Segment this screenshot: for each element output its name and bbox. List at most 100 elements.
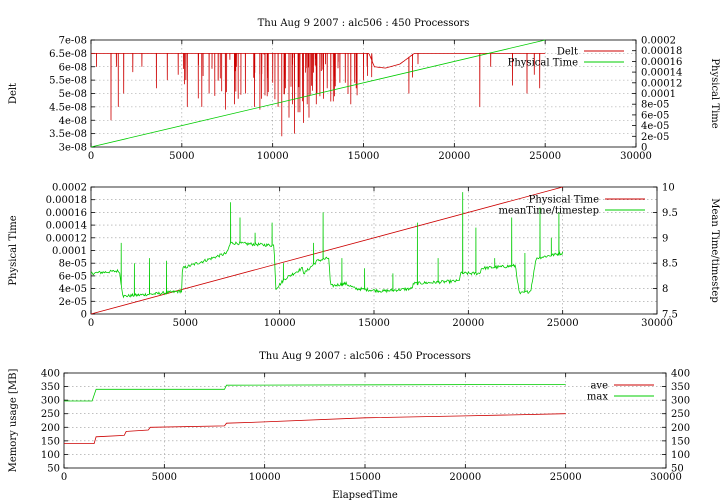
- y2-tick-label: 2e-05: [641, 132, 669, 143]
- x-tick-label: 25000: [550, 472, 582, 483]
- y-tick-label: 100: [41, 450, 60, 461]
- x-tick-label: 20000: [452, 318, 484, 329]
- x-tick-label: 15000: [349, 472, 381, 483]
- legend-label: max: [587, 392, 608, 403]
- y-tick-label: 2e-05: [59, 297, 87, 308]
- legend-label: ave: [590, 381, 608, 392]
- plot-frame: [90, 186, 658, 315]
- x-tick-label: 5000: [173, 318, 198, 329]
- y2-tick-label: 250: [671, 409, 690, 420]
- y-tick-label: 400: [41, 369, 60, 380]
- x-tick-label: 30000: [641, 318, 673, 329]
- y-tick-label: 6.5e-08: [49, 49, 87, 60]
- y2-tick-label: 350: [671, 382, 690, 393]
- x-tick-label: 15000: [358, 318, 390, 329]
- y2-tick-label: 0: [641, 143, 647, 154]
- y-axis-label: Memory usage [MB]: [8, 369, 19, 473]
- y2-tick-label: 9: [662, 233, 668, 244]
- y2-tick-label: 50: [671, 464, 684, 475]
- y-tick-label: 4.5e-08: [49, 102, 87, 113]
- y2-tick-label: 0.00012: [641, 78, 682, 89]
- y2-tick-label: 4e-05: [641, 121, 669, 132]
- chart-panel-1: 0 5000 10000 15000 20000 25000 30000 3e-08 3.5e-…: [8, 18, 720, 162]
- y-tick-label: 200: [41, 423, 60, 434]
- y2-tick-label: 100: [671, 450, 690, 461]
- x-tick-label: 15000: [348, 151, 380, 162]
- y-tick-label: 7e-08: [59, 36, 87, 47]
- y-tick-label: 5e-08: [59, 89, 87, 100]
- x-tick-label: 0: [88, 318, 94, 329]
- series-line-2: [90, 192, 564, 299]
- y2-tick-label: 150: [671, 436, 690, 447]
- chart-panel-3: 0 5000 10000 15000 20000 25000 300005010015020…: [8, 351, 690, 501]
- series-line-2: [90, 39, 546, 148]
- x-tick-label: 20000: [438, 151, 470, 162]
- y2-tick-label: 0.00016: [641, 57, 682, 68]
- x-tick-label: 25000: [547, 318, 579, 329]
- series-line-1: [90, 186, 563, 315]
- y-tick-label: 300: [41, 396, 60, 407]
- y-tick-label: 6e-08: [59, 62, 87, 73]
- y-tick-label: 6e-05: [59, 271, 87, 282]
- plot-frame: [90, 39, 637, 148]
- y-tick-label: 0: [81, 310, 87, 321]
- y2-tick-label: 9.5: [662, 208, 678, 219]
- y-tick-label: 0.00018: [46, 195, 87, 206]
- y2-tick-label: 8e-05: [641, 100, 669, 111]
- y-tick-label: 0.0002: [52, 183, 87, 194]
- y-axis-label: Physical Time: [8, 215, 19, 285]
- y2-tick-label: 0.00014: [641, 68, 682, 79]
- x-tick-label: 0: [61, 472, 67, 483]
- x-tick-label: 30000: [620, 151, 652, 162]
- y-tick-label: 0.00016: [46, 208, 87, 219]
- x-tick-label: 20000: [449, 472, 481, 483]
- y-tick-label: 150: [41, 436, 60, 447]
- x-axis-label: ElapsedTime: [332, 490, 398, 501]
- x-tick-label: 10000: [257, 151, 289, 162]
- x-tick-label: 10000: [249, 472, 281, 483]
- y-tick-label: 4e-05: [59, 284, 87, 295]
- y-tick-label: 8e-05: [59, 259, 87, 270]
- x-tick-label: 10000: [264, 318, 296, 329]
- y-tick-label: 0.00012: [46, 233, 87, 244]
- legend-label: Physical Time: [529, 195, 599, 206]
- legend-label: Delt: [557, 47, 578, 58]
- legend-label: Physical Time: [508, 58, 578, 69]
- y-tick-label: 4e-08: [59, 116, 87, 127]
- plot-frame: [63, 372, 667, 469]
- y2-tick-label: 0.0001: [641, 89, 676, 100]
- x-tick-label: 30000: [650, 472, 682, 483]
- chart-title: Thu Aug 9 2007 : alc506 : 450 Processors: [258, 18, 470, 29]
- y-tick-label: 0.0001: [52, 246, 87, 257]
- y-tick-label: 50: [47, 464, 60, 475]
- chart-title: Thu Aug 9 2007 : alc506 : 450 Processors: [259, 351, 471, 362]
- series-line-1: [64, 413, 566, 444]
- y2-tick-label: 7.5: [662, 310, 678, 321]
- series-line-1: [91, 53, 546, 137]
- y2-tick-label: 10: [662, 183, 675, 194]
- y2-axis-label: Mean Time/timestep: [709, 198, 720, 302]
- x-tick-label: 0: [88, 151, 94, 162]
- series-line-2: [64, 384, 566, 402]
- y2-tick-label: 6e-05: [641, 110, 669, 121]
- y2-tick-label: 8.5: [662, 259, 678, 270]
- y-tick-label: 5.5e-08: [49, 76, 87, 87]
- legend-label: meanTime/timestep: [498, 206, 599, 217]
- y-axis-label: Delt: [8, 83, 19, 104]
- x-tick-label: 5000: [169, 151, 194, 162]
- x-tick-label: 25000: [529, 151, 561, 162]
- x-tick-label: 5000: [152, 472, 177, 483]
- y2-tick-label: 400: [671, 369, 690, 380]
- y2-tick-label: 8: [662, 284, 668, 295]
- y-tick-label: 350: [41, 382, 60, 393]
- y2-tick-label: 0.00018: [641, 46, 682, 57]
- y2-tick-label: 300: [671, 396, 690, 407]
- y-tick-label: 3.5e-08: [49, 129, 87, 140]
- y-tick-label: 250: [41, 409, 60, 420]
- y2-tick-label: 200: [671, 423, 690, 434]
- y-tick-label: 3e-08: [59, 143, 87, 154]
- chart-panel-2: 0 5000 10000 15000 20000 25000 3000002e-054e-0…: [8, 183, 720, 330]
- y-tick-label: 0.00014: [46, 221, 87, 232]
- y2-axis-label: Physical Time: [709, 58, 720, 128]
